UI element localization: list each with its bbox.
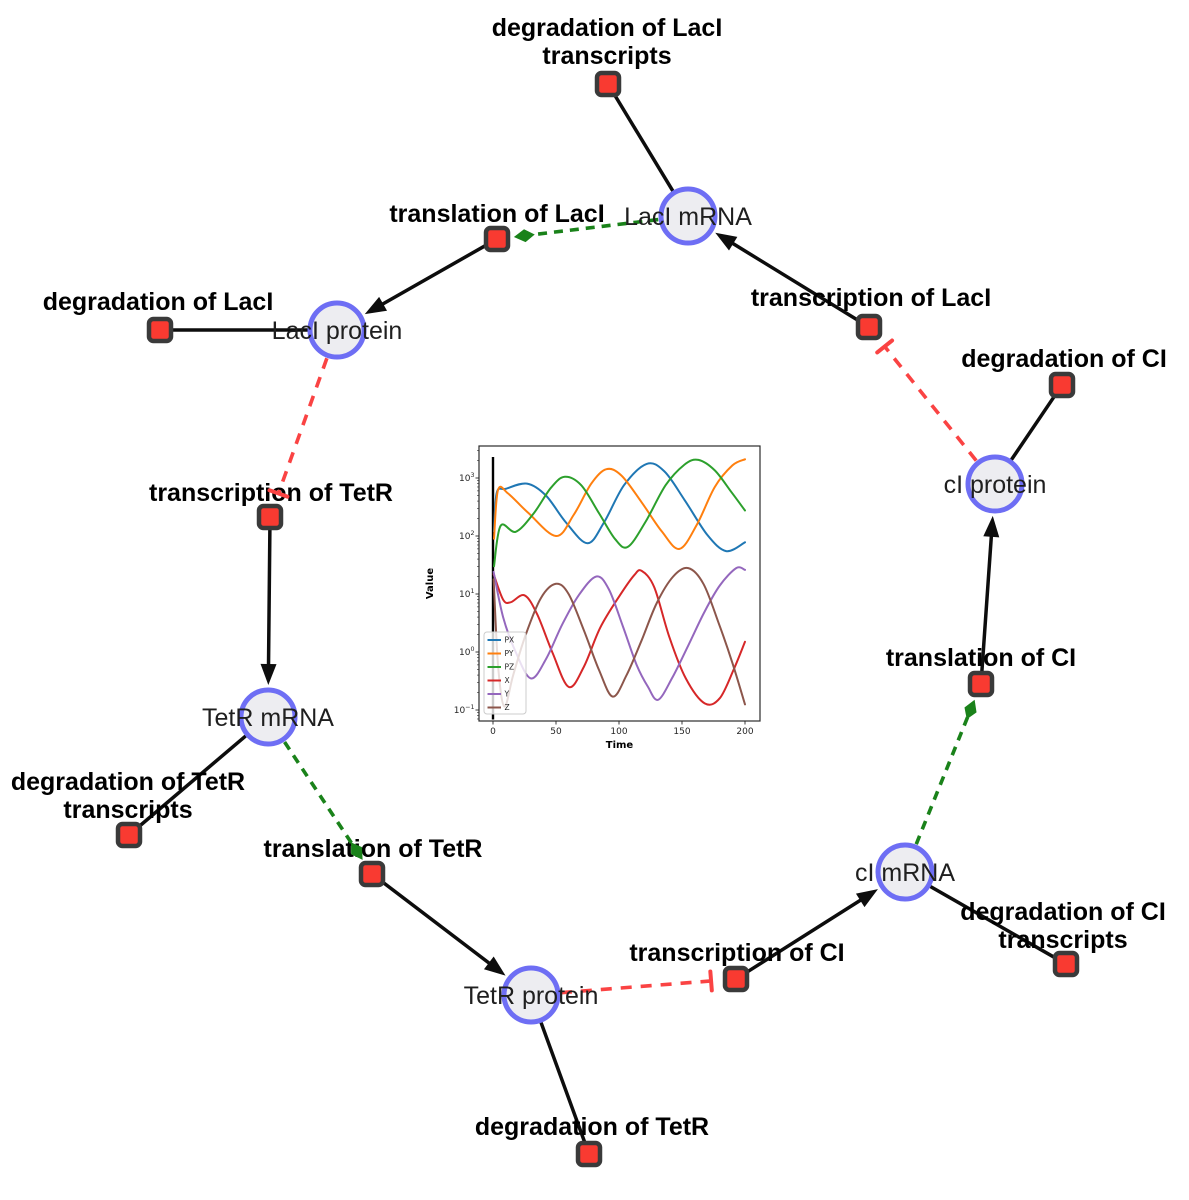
legend-label-X: X — [505, 676, 510, 685]
reaction-node-deg-laci-transcripts[interactable] — [594, 70, 622, 98]
y-tick-label: 101 — [459, 588, 474, 600]
legend-label-PY: PY — [505, 649, 514, 658]
edge-inhibition-tetr-protein-to-transcription-ci — [560, 979, 712, 995]
edge-arrow-transcription-ci-to-ci-mrna — [745, 894, 868, 974]
series-line-X — [492, 569, 746, 706]
edge-catalysis-ci-mrna-to-translation-ci-diamond-arrowhead — [964, 699, 977, 720]
reaction-node-translation-ci[interactable] — [967, 670, 995, 698]
series-line-Y — [492, 566, 746, 701]
reaction-label-deg-laci-transcripts: degradation of LacI — [492, 14, 723, 42]
reaction-label-deg-tetr-transcripts: degradation of TetR — [11, 768, 245, 796]
x-tick-label: 50 — [550, 727, 562, 737]
reaction-label-transcription-laci: transcription of LacI — [751, 284, 991, 312]
edge-inhibition-tetr-protein-to-transcription-ci-tbar — [708, 969, 714, 993]
edge-catalysis-tetr-mrna-to-translation-tetr-diamond-arrowhead — [351, 842, 363, 860]
edge-catalysis-laci-mrna-to-translation-laci-diamond-arrowhead — [513, 229, 535, 243]
y-tick-label: 100 — [459, 646, 474, 658]
series-line-PZ — [493, 458, 746, 568]
edge-line-ci-protein-to-deg-ci — [1010, 393, 1058, 461]
edge-line-laci-mrna-to-deg-laci-transcripts — [612, 92, 675, 193]
legend-label-PX: PX — [505, 636, 515, 645]
y-axis-label: Value — [425, 568, 436, 599]
reaction-label-translation-tetr: translation of TetR — [264, 835, 483, 863]
legend-label-Y: Y — [504, 690, 510, 699]
inset-chart: 0 50 100 150 200 10−1 100 101 102 103 Time Value PX P… — [425, 445, 761, 751]
species-label-ci-protein: cI protein — [944, 471, 1047, 499]
series-line-PY — [493, 458, 746, 550]
species-label-ci-mrna: cI mRNA — [855, 859, 955, 887]
edge-inhibition-ci-protein-to-transcription-laci-tbar — [875, 338, 895, 355]
edge-arrow-transcription-tetr-to-tetr-mrna-arrowhead — [260, 663, 277, 686]
edge-arrow-transcription-laci-to-laci-mrna — [725, 238, 860, 322]
reaction-label-translation-laci: translation of LacI — [389, 200, 604, 228]
edge-arrow-translation-tetr-to-tetr-protein — [380, 880, 497, 969]
x-tick-label: 0 — [490, 727, 496, 737]
edge-arrow-transcription-laci-to-laci-mrna-arrowhead — [715, 232, 738, 251]
edge-arrow-transcription-tetr-to-tetr-mrna — [266, 528, 272, 673]
species-node-laci-protein[interactable] — [307, 300, 367, 360]
edge-inhibition-laci-protein-to-transcription-tetr-tbar — [267, 488, 290, 499]
edge-line-ci-mrna-to-deg-ci-transcripts — [929, 885, 1058, 960]
reaction-label-deg-ci-transcripts: transcripts — [998, 926, 1127, 954]
reaction-label-translation-ci: translation of CI — [886, 644, 1076, 672]
x-tick-label: 100 — [610, 727, 627, 737]
species-label-tetr-mrna: TetR mRNA — [202, 704, 334, 732]
edge-inhibition-ci-protein-to-transcription-laci — [883, 345, 978, 462]
reaction-node-transcription-tetr[interactable] — [256, 503, 284, 531]
edge-arrow-translation-ci-to-ci-protein — [980, 528, 994, 673]
reaction-node-deg-tetr[interactable] — [575, 1140, 603, 1168]
y-tick-label: 102 — [459, 530, 474, 542]
reaction-node-deg-laci[interactable] — [146, 316, 174, 344]
species-node-ci-mrna[interactable] — [875, 842, 935, 902]
reaction-label-deg-ci-transcripts: degradation of CI — [960, 898, 1166, 926]
reaction-label-deg-ci: degradation of CI — [961, 345, 1167, 373]
edge-arrow-translation-tetr-to-tetr-protein-arrowhead — [483, 956, 506, 976]
reaction-node-deg-tetr-transcripts[interactable] — [115, 821, 143, 849]
reaction-label-transcription-ci: transcription of CI — [629, 939, 844, 967]
edge-arrow-transcription-ci-to-ci-mrna-arrowhead — [855, 889, 878, 908]
legend-label-Z: Z — [505, 703, 510, 712]
reaction-node-deg-ci[interactable] — [1048, 371, 1076, 399]
edge-line-tetr-protein-to-deg-tetr — [539, 1021, 587, 1145]
species-node-ci-protein[interactable] — [965, 454, 1025, 514]
reaction-node-translation-laci[interactable] — [483, 225, 511, 253]
edge-catalysis-ci-mrna-to-translation-ci — [914, 715, 970, 845]
reaction-node-translation-tetr[interactable] — [358, 860, 386, 888]
species-label-laci-mrna: LacI mRNA — [624, 203, 752, 231]
nodes-layer — [115, 70, 1080, 1168]
x-tick-label: 150 — [673, 727, 690, 737]
y-tick-label: 103 — [459, 472, 474, 484]
species-labels-layer: LacI mRNA LacI protein TetR mRNA TetR prote… — [202, 203, 1046, 1010]
reaction-node-transcription-ci[interactable] — [722, 965, 750, 993]
edge-inhibition-laci-protein-to-transcription-tetr — [276, 357, 329, 495]
edge-catalysis-laci-mrna-to-translation-laci — [531, 217, 659, 237]
plain-and-arrow-edges-layer — [136, 92, 1058, 1145]
edge-arrow-translation-laci-to-laci-protein — [375, 243, 488, 310]
species-node-tetr-protein[interactable] — [501, 965, 561, 1025]
reaction-label-deg-laci-transcripts: transcripts — [542, 42, 671, 70]
edge-catalysis-tetr-mrna-to-translation-tetr — [283, 741, 355, 846]
species-node-tetr-mrna[interactable] — [238, 687, 298, 747]
x-tick-label: 200 — [736, 727, 753, 737]
legend-label-PZ: PZ — [505, 663, 515, 672]
species-label-tetr-protein: TetR protein — [464, 982, 599, 1010]
reaction-node-deg-ci-transcripts[interactable] — [1052, 950, 1080, 978]
reaction-labels-layer: degradation of LacItranscriptstranslatio… — [11, 14, 1167, 1141]
reaction-label-transcription-tetr: transcription of TetR — [149, 479, 393, 507]
reaction-label-deg-tetr-transcripts: transcripts — [63, 796, 192, 824]
edge-line-tetr-mrna-to-deg-tetr-transcripts — [136, 734, 247, 829]
species-node-laci-mrna[interactable] — [658, 186, 718, 246]
reaction-node-transcription-laci[interactable] — [855, 313, 883, 341]
reaction-label-deg-laci: degradation of LacI — [43, 288, 274, 316]
edge-arrow-translation-laci-to-laci-protein-arrowhead — [364, 296, 388, 315]
regulatory-edges-layer — [267, 217, 978, 995]
reaction-label-deg-tetr: degradation of TetR — [475, 1113, 709, 1141]
y-tick-label: 10−1 — [454, 704, 475, 716]
species-label-laci-protein: LacI protein — [272, 317, 403, 345]
edge-arrow-translation-ci-to-ci-protein-arrowhead — [983, 515, 1000, 538]
x-axis-label: Time — [606, 740, 634, 751]
